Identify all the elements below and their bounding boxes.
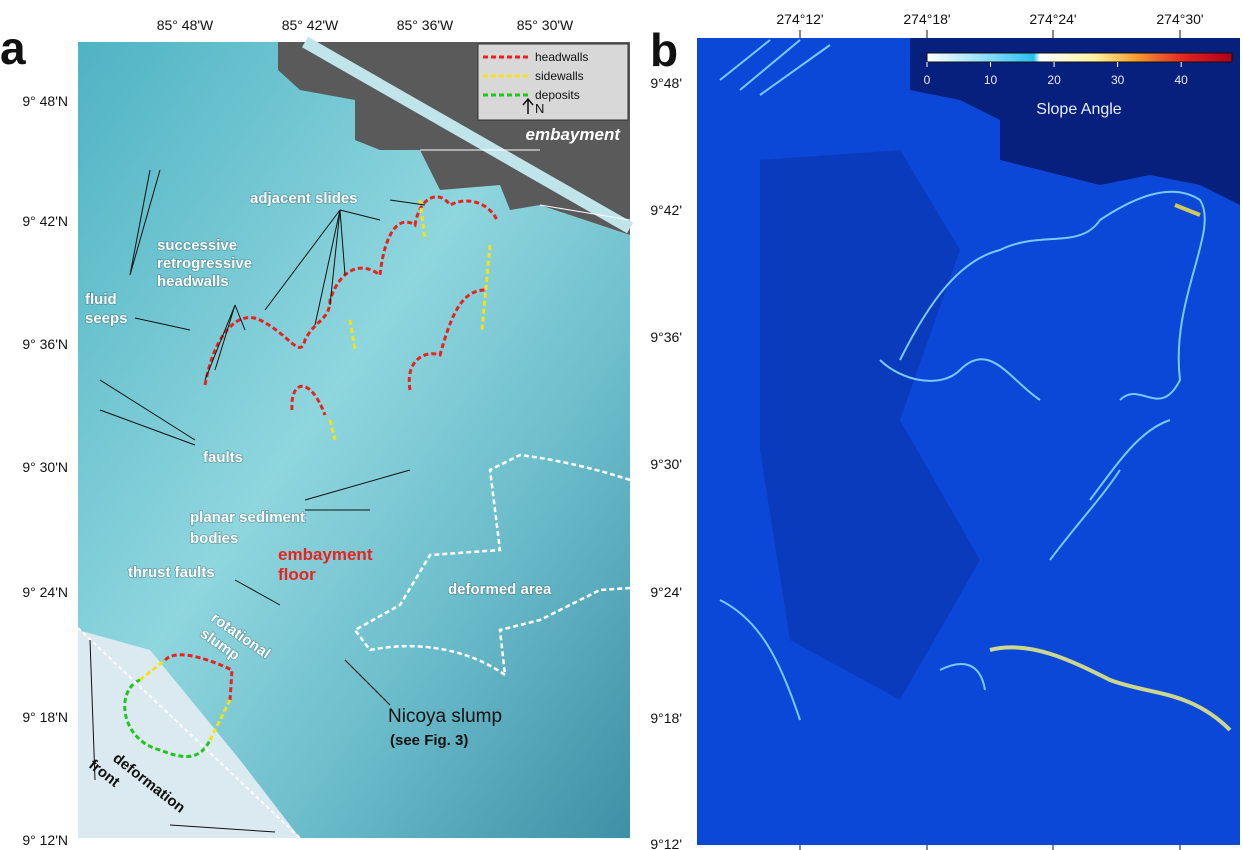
annotation: embayment: [526, 125, 622, 144]
annotation: floor: [278, 565, 316, 584]
annotation: (see Fig. 3): [390, 732, 468, 749]
lat-label: 9° 48'N: [22, 93, 68, 109]
panel-label: a: [0, 22, 26, 74]
legend: headwalls sidewalls deposits N: [478, 44, 628, 120]
colorbar-tick-label: 10: [984, 73, 998, 87]
lat-label: 9°24': [650, 584, 682, 600]
annotation: successive: [157, 237, 237, 254]
annotation: headwalls: [157, 273, 229, 290]
annotation: bodies: [190, 530, 238, 547]
annotation: fluid: [85, 291, 117, 308]
lon-label: 274°18': [903, 11, 950, 27]
lat-label: 9°42': [650, 202, 682, 218]
lon-label: 85° 42'W: [282, 17, 339, 33]
lon-label: 274°30': [1156, 11, 1203, 27]
legend-label: deposits: [535, 88, 580, 102]
lat-label: 9°36': [650, 329, 682, 345]
lon-label: 274°24': [1029, 11, 1076, 27]
lon-label: 274°12': [776, 11, 823, 27]
lat-label: 9°12': [650, 836, 682, 850]
north-label: N: [535, 101, 544, 116]
lat-label: 9° 12'N: [22, 832, 68, 848]
annotation: Nicoya slump: [388, 706, 502, 727]
annotation: deformed area: [448, 581, 552, 598]
lon-label: 85° 36'W: [397, 17, 454, 33]
colorbar-tick-label: 40: [1174, 73, 1188, 87]
lat-label: 9° 36'N: [22, 336, 68, 352]
annotation: seeps: [85, 310, 128, 327]
legend-label: headwalls: [535, 50, 588, 64]
lat-label: 9°48': [650, 75, 682, 91]
lat-label: 9° 18'N: [22, 709, 68, 725]
colorbar-tick-label: 20: [1047, 73, 1061, 87]
annotation: embayment: [278, 545, 373, 564]
legend-label: sidewalls: [535, 69, 584, 83]
panel-label: b: [650, 24, 678, 76]
lat-label: 9°18': [650, 710, 682, 726]
colorbar-title: Slope Angle: [1036, 101, 1122, 118]
annotation: retrogressive: [157, 255, 252, 272]
colorbar-bar: [927, 53, 1232, 62]
lat-label: 9° 24'N: [22, 584, 68, 600]
annotation: planar sediment: [190, 509, 305, 526]
colorbar-tick-label: 0: [924, 73, 931, 87]
figure: headwalls sidewalls deposits N embayment a…: [0, 0, 1243, 850]
lon-label: 85° 48'W: [157, 17, 214, 33]
annotation: adjacent slides: [250, 190, 358, 207]
lon-label: 85° 30'W: [517, 17, 574, 33]
lat-label: 9°30': [650, 456, 682, 472]
lat-label: 9° 30'N: [22, 459, 68, 475]
panel-a: headwalls sidewalls deposits N embayment a…: [0, 17, 630, 848]
panel-b: 0 10 20 30 40 Slope Angle b 274°12' 274°18' 27…: [650, 11, 1240, 850]
lat-label: 9° 42'N: [22, 213, 68, 229]
colorbar-tick-label: 30: [1111, 73, 1125, 87]
annotation: faults: [203, 449, 243, 466]
annotation: thrust faults: [128, 564, 215, 581]
